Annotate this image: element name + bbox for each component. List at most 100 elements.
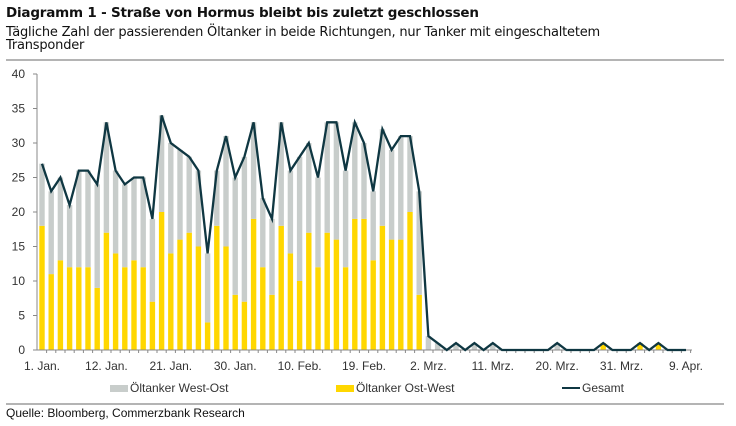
bar-ost-west xyxy=(204,322,211,350)
x-tick-label: 21. Jan. xyxy=(149,359,192,373)
x-tick-label: 10. Feb. xyxy=(278,359,322,373)
bar-west-ost xyxy=(177,149,183,240)
bar-west-ost xyxy=(342,170,349,268)
x-tick-label: 31. Mrz. xyxy=(600,359,643,373)
bar-ost-west xyxy=(214,225,220,350)
chart-title: Diagramm 1 - Straße von Hormus bleibt bi… xyxy=(6,5,479,21)
bar-west-ost xyxy=(407,136,413,212)
bar-west-ost xyxy=(434,343,441,350)
legend-swatch-gray xyxy=(110,384,128,392)
bar-west-ost xyxy=(214,170,220,226)
legend-item-west-ost: Öltanker West-Ost xyxy=(110,381,228,395)
bar-west-ost xyxy=(195,170,202,247)
y-tick-label: 25 xyxy=(12,171,26,185)
y-tick-label: 30 xyxy=(12,136,26,150)
bar-west-ost xyxy=(94,184,100,288)
bar-west-ost xyxy=(241,156,248,302)
legend-label: Gesamt xyxy=(582,381,625,395)
bar-west-ost xyxy=(287,170,294,254)
legend-label: Öltanker West-Ost xyxy=(130,381,229,395)
bar-west-ost xyxy=(140,177,146,268)
bar-west-ost xyxy=(112,170,119,254)
y-tick-label: 0 xyxy=(18,343,25,357)
bar-ost-west xyxy=(398,239,404,350)
bar-west-ost xyxy=(131,177,137,261)
bar-west-ost xyxy=(149,218,156,302)
header-divider xyxy=(6,59,724,61)
footer-divider xyxy=(6,403,724,405)
bar-west-ost xyxy=(416,191,422,295)
bar-ost-west xyxy=(232,294,238,350)
x-tick-label: 19. Feb. xyxy=(342,359,386,373)
x-tick-label: 2. Mrz. xyxy=(410,359,447,373)
y-tick-label: 5 xyxy=(18,309,25,323)
bar-ost-west xyxy=(66,267,73,350)
bar-west-ost xyxy=(232,177,238,295)
y-tick-label: 40 xyxy=(12,67,26,81)
bar-ost-west xyxy=(655,343,662,350)
bar-ost-west xyxy=(57,260,64,350)
chart-subtitle: Tägliche Zahl der passierenden Öltanker … xyxy=(6,25,601,53)
x-tick-label: 30. Jan. xyxy=(214,359,257,373)
bar-ost-west xyxy=(131,260,137,350)
bar-ost-west xyxy=(370,260,376,350)
bar-west-ost xyxy=(250,122,257,219)
bar-ost-west xyxy=(223,246,229,350)
bar-ost-west xyxy=(112,253,119,350)
bar-west-ost xyxy=(48,191,54,275)
bar-ost-west xyxy=(296,281,303,350)
bar-ost-west xyxy=(278,225,284,350)
bar-west-ost xyxy=(398,136,404,240)
x-tick-label: 11. Mrz. xyxy=(472,359,514,373)
bar-ost-west xyxy=(416,294,422,350)
bar-west-ost xyxy=(122,184,128,268)
bar-west-ost xyxy=(278,122,284,226)
y-tick-label: 10 xyxy=(12,274,26,288)
bar-west-ost xyxy=(39,163,45,226)
bar-west-ost xyxy=(453,343,459,350)
bar-ost-west xyxy=(379,225,386,350)
bar-west-ost xyxy=(66,205,73,268)
y-tick-label: 15 xyxy=(12,240,26,254)
bar-west-ost xyxy=(260,198,266,268)
bar-ost-west xyxy=(158,212,165,350)
bar-ost-west xyxy=(140,267,146,350)
bar-ost-west xyxy=(39,225,45,350)
bar-west-ost xyxy=(158,115,165,212)
bar-ost-west xyxy=(48,274,54,350)
bar-ost-west xyxy=(241,301,248,350)
bar-ost-west xyxy=(287,253,294,350)
bar-west-ost xyxy=(379,129,386,226)
bar-west-ost xyxy=(57,177,64,261)
bar-ost-west xyxy=(76,267,82,350)
bar-west-ost xyxy=(370,191,376,261)
bar-ost-west xyxy=(315,267,321,350)
bar-ost-west xyxy=(361,218,367,350)
bar-ost-west xyxy=(186,232,192,350)
bar-west-ost xyxy=(490,343,496,350)
bar-ost-west xyxy=(388,239,395,350)
bar-west-ost xyxy=(388,149,395,240)
line-gesamt xyxy=(40,115,686,352)
bar-west-ost xyxy=(168,143,174,254)
bar-west-ost xyxy=(306,143,312,233)
bar-west-ost xyxy=(269,218,275,295)
y-tick-label: 35 xyxy=(12,102,26,116)
bar-ost-west xyxy=(103,232,110,350)
bar-ost-west xyxy=(269,294,275,350)
bar-west-ost xyxy=(324,122,330,233)
bar-ost-west xyxy=(177,239,183,350)
bar-ost-west xyxy=(306,232,312,350)
bar-ost-west xyxy=(85,267,91,350)
bar-west-ost xyxy=(296,156,303,281)
bar-ost-west xyxy=(122,267,128,350)
bar-west-ost xyxy=(554,343,560,350)
bar-west-ost xyxy=(223,136,229,247)
bar-ost-west xyxy=(260,267,266,350)
bar-west-ost xyxy=(315,177,321,268)
bar-ost-west xyxy=(600,343,606,350)
bar-ost-west xyxy=(168,253,174,350)
legend-label: Öltanker Ost-West xyxy=(356,381,455,395)
source-note: Quelle: Bloomberg, Commerzbank Research xyxy=(6,406,245,420)
